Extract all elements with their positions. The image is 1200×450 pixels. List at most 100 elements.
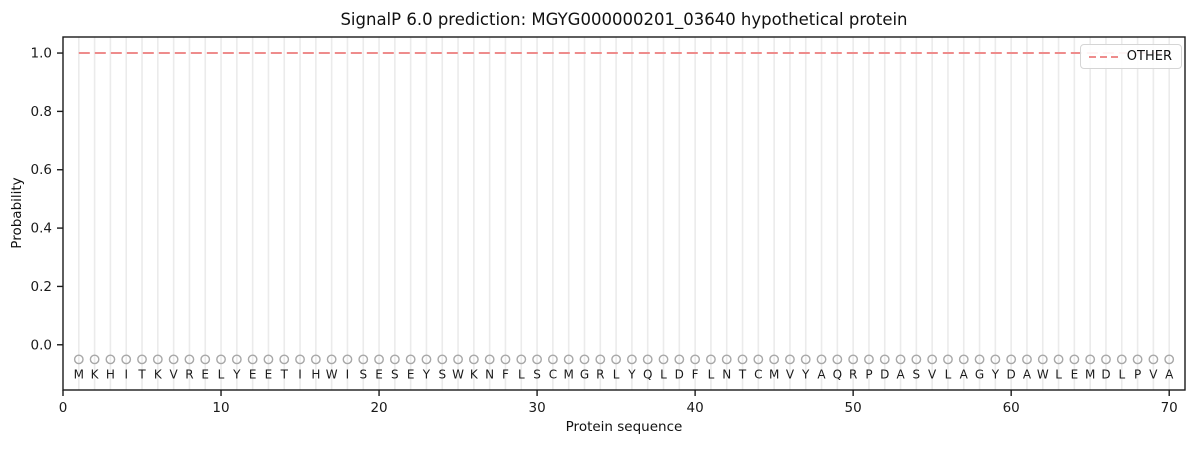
residue-marker <box>89 354 100 365</box>
residue-letter: N <box>485 367 494 381</box>
x-tick-label: 60 <box>1003 400 1020 416</box>
residue-letter: Q <box>833 367 842 381</box>
residue-marker <box>263 354 274 365</box>
residue-marker <box>579 354 590 365</box>
residue-marker <box>184 354 195 365</box>
residue-marker <box>990 354 1001 365</box>
residue-letter: M <box>564 367 574 381</box>
plot-frame <box>62 36 1186 391</box>
residue-letter: L <box>518 367 525 381</box>
residue-letter: Q <box>643 367 652 381</box>
residue-marker <box>1101 354 1111 365</box>
residue-letter: W <box>326 367 338 381</box>
residue-letter: L <box>708 367 715 381</box>
residue-marker <box>911 354 922 365</box>
residue-letter: I <box>298 367 302 381</box>
residue-marker <box>879 354 890 365</box>
residue-letter: M <box>1085 367 1095 381</box>
residue-letter: T <box>280 367 289 381</box>
residue-letter: W <box>452 367 464 381</box>
x-tick-label: 70 <box>1161 400 1178 416</box>
residue-letter: E <box>249 367 257 381</box>
y-tick-label: 1.0 <box>31 46 52 62</box>
residue-letter: L <box>218 367 225 381</box>
residue-letter: L <box>945 367 952 381</box>
x-tick-label: 40 <box>687 400 704 416</box>
residue-marker <box>1148 354 1159 365</box>
residue-marker <box>832 354 843 365</box>
residue-letter: S <box>913 367 921 381</box>
x-tick-label: 0 <box>59 400 68 416</box>
residue-letter: C <box>549 367 557 381</box>
residue-letter: R <box>849 367 857 381</box>
residue-marker <box>137 354 147 365</box>
residue-marker <box>595 354 606 365</box>
y-tick-label: 0.4 <box>31 221 52 237</box>
residue-letter: F <box>502 367 509 381</box>
residue-letter: L <box>660 367 667 381</box>
residue-marker <box>468 354 479 365</box>
residue-letter: K <box>91 367 100 381</box>
residue-marker <box>168 354 179 365</box>
residue-letter: V <box>928 367 937 381</box>
residue-marker <box>642 354 653 365</box>
residue-marker <box>484 354 495 365</box>
residue-marker <box>1037 354 1048 365</box>
residue-letter: E <box>265 367 273 381</box>
residue-letter: D <box>675 367 684 381</box>
residue-letter: P <box>1134 367 1141 381</box>
residue-letter: S <box>359 367 367 381</box>
residue-marker <box>1006 354 1017 365</box>
residue-marker <box>342 354 353 365</box>
residue-letter: D <box>1101 367 1110 381</box>
residue-marker <box>547 354 558 365</box>
residue-marker <box>958 354 969 365</box>
residue-marker <box>706 354 716 365</box>
residue-letter: T <box>137 367 146 381</box>
residue-letter: A <box>1165 367 1174 381</box>
residue-letter: R <box>596 367 604 381</box>
residue-marker <box>1069 354 1080 365</box>
residue-marker <box>295 354 305 365</box>
residue-marker <box>674 354 685 365</box>
residue-letter: Y <box>232 367 241 381</box>
residue-letter: P <box>865 367 872 381</box>
residue-letter: V <box>1149 367 1158 381</box>
residue-marker <box>943 354 953 365</box>
residue-marker <box>895 354 906 365</box>
residue-marker <box>421 354 432 365</box>
residue-letter: S <box>391 367 399 381</box>
residue-marker <box>848 354 859 365</box>
residue-marker <box>453 354 463 365</box>
residue-letter: Y <box>991 367 1000 381</box>
residue-letter: H <box>311 367 320 381</box>
residue-letter: S <box>533 367 541 381</box>
y-tick-label: 0.8 <box>31 104 52 120</box>
residue-marker <box>326 354 337 365</box>
residue-letter: A <box>896 367 905 381</box>
residue-marker <box>532 354 542 365</box>
residue-marker <box>611 354 621 365</box>
residue-marker <box>753 354 764 365</box>
x-tick-label: 10 <box>212 400 229 416</box>
residue-marker <box>721 354 732 365</box>
residue-letter: I <box>124 367 128 381</box>
residue-letter: K <box>154 367 163 381</box>
residue-letter: C <box>754 367 762 381</box>
residue-marker <box>1164 354 1175 365</box>
x-tick-label: 50 <box>845 400 862 416</box>
residue-letter: G <box>975 367 984 381</box>
residue-letter: L <box>1055 367 1062 381</box>
residue-marker <box>358 354 369 365</box>
x-tick-label: 30 <box>528 400 545 416</box>
residue-letter: G <box>580 367 589 381</box>
residue-letter: F <box>692 367 699 381</box>
residue-marker <box>105 354 116 365</box>
residue-letter: V <box>170 367 179 381</box>
residue-letter: D <box>1007 367 1016 381</box>
residue-marker <box>516 354 527 365</box>
residue-letter: A <box>1023 367 1032 381</box>
residue-marker <box>1116 354 1127 365</box>
